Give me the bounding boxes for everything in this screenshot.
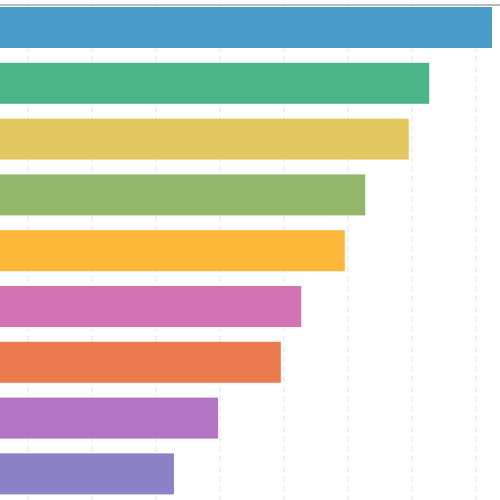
bar bbox=[0, 230, 345, 272]
bar bbox=[0, 397, 219, 439]
bar bbox=[0, 7, 492, 48]
bar bbox=[0, 118, 409, 160]
bar bbox=[0, 174, 366, 216]
bar bbox=[0, 341, 281, 383]
bar bbox=[0, 453, 174, 495]
bar bbox=[0, 62, 430, 104]
bar bbox=[0, 286, 302, 327]
